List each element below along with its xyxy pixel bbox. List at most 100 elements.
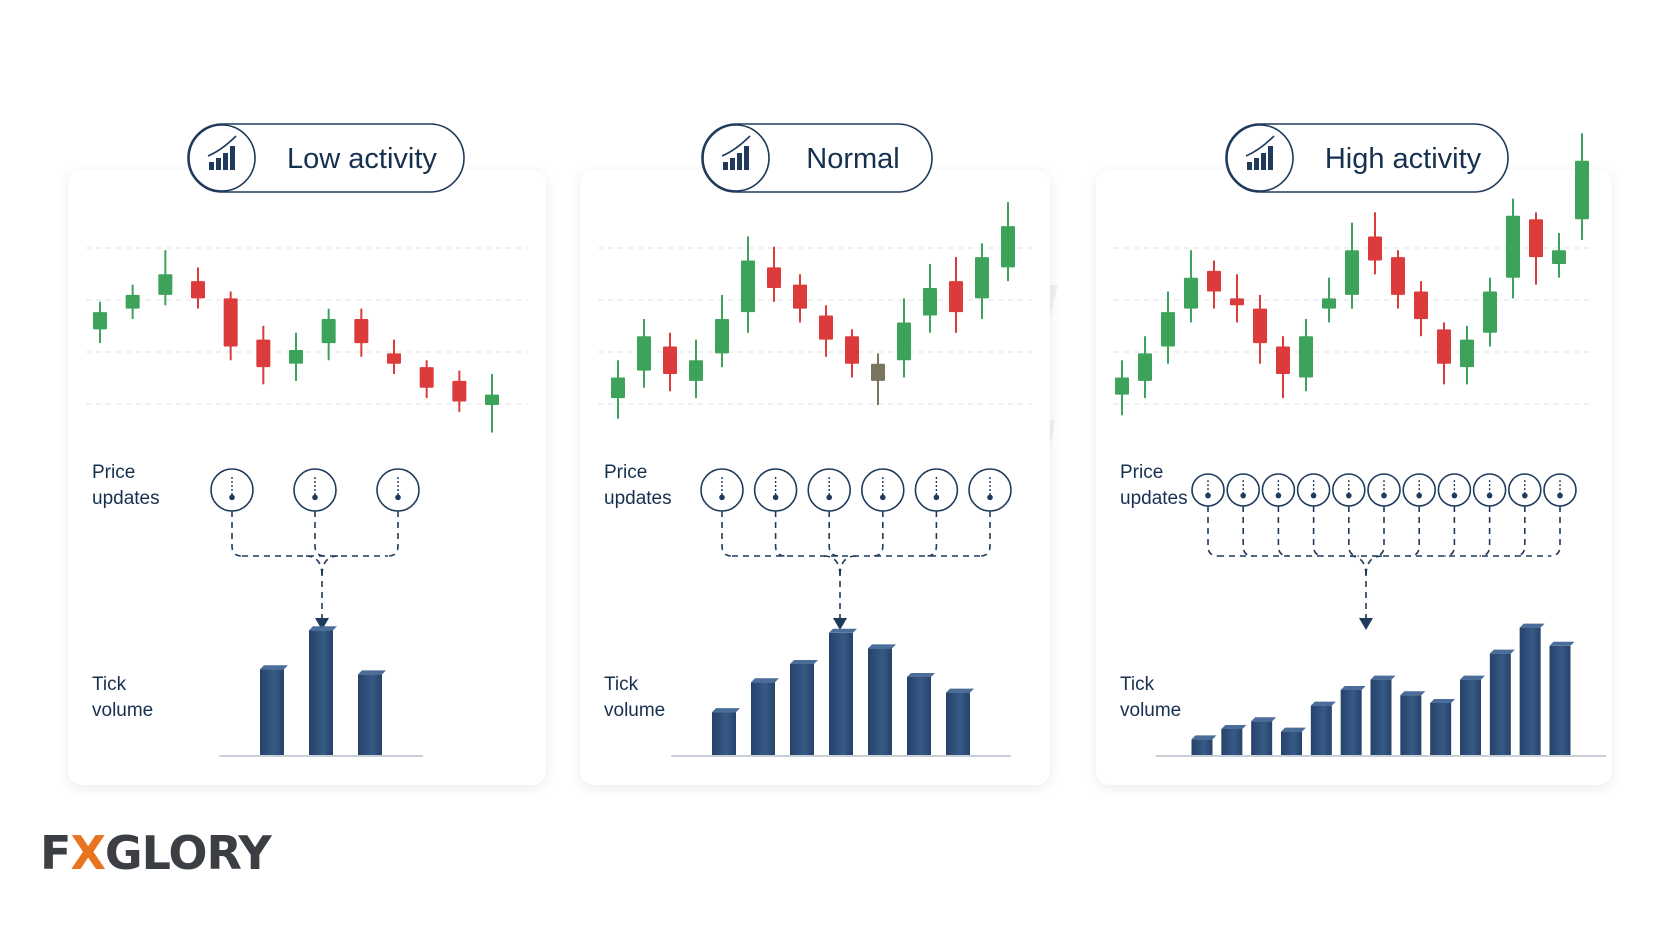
candlestick [1460,325,1474,385]
candlestick [1184,250,1198,323]
volume-bar [1460,675,1485,755]
activity-title-pill: Low activity [187,123,465,193]
candlestick [1391,250,1405,309]
pill-outline [1225,123,1509,193]
candlestick [93,301,107,344]
candlestick [1437,322,1451,385]
funnel-connectors [231,511,399,620]
volume-bar [829,628,857,755]
volume-bar [1251,717,1277,755]
bar-chart-icon [721,135,751,170]
price-updates [1191,473,1577,507]
candlestick [256,325,271,385]
price-update-tick [1261,473,1296,507]
activity-panel: Normal Price updates Tick volume [580,123,1050,785]
activity-title-pill: Normal [701,123,933,193]
volume-bar [358,670,386,755]
candlestick [1483,277,1497,347]
candlestick [354,308,369,357]
volume-bar [260,665,288,755]
candlestick [125,284,140,319]
volume-bar [751,678,779,755]
price-update-tick [753,468,798,512]
price-updates [700,468,1012,512]
candlestick [715,294,729,368]
candlestick [1552,233,1566,278]
candlestick [1276,336,1290,399]
candlestick [793,274,807,323]
candlestick [1529,212,1543,285]
volume-bar [1400,691,1426,755]
price-update-tick [700,468,744,512]
bar-chart-icon [1245,135,1275,170]
tick-volume-label: Tick volume [1120,674,1181,721]
candlestick [1414,281,1428,337]
candlestick [1253,294,1267,364]
tick-volume-bars [219,626,423,757]
brand-logo: FXGLORY [40,830,272,876]
candlestick [1322,277,1336,323]
volume-bar [1430,699,1456,755]
price-update-tick [1226,473,1260,507]
volume-bar [309,626,337,755]
candlestick [897,298,911,378]
candlestick-series [93,250,499,433]
candlestick [419,360,434,399]
candlestick [845,329,859,378]
candlestick [452,370,467,412]
volume-bar [946,688,974,755]
candlestick [819,305,833,357]
candlestick [223,291,238,361]
volume-bar [868,644,896,755]
volume-bar [1370,675,1396,755]
price-update-tick [1472,473,1507,507]
price-update-tick [1437,473,1472,507]
candlestick [485,374,499,433]
candlestick [975,243,989,319]
candlestick [1001,202,1015,282]
arrow-head [315,618,329,630]
price-update-tick [210,468,254,512]
candlestick [1345,222,1359,309]
arrow-head [1359,618,1373,630]
candlestick [689,339,703,399]
panel-title: Low activity [287,143,437,175]
candlestick [949,257,963,333]
candlestick [1207,260,1221,309]
price-update-tick [1332,473,1366,507]
pill-outline [187,123,465,193]
candlestick [158,250,173,306]
funnel-connectors [721,511,991,620]
tick-volume-label: Tick volume [92,674,153,721]
volume-bar [1281,727,1306,755]
price-update-tick [1296,473,1331,507]
candlestick [1138,336,1152,399]
candlestick [611,360,625,419]
volume-bar [1221,725,1247,755]
candlestick [637,319,651,388]
volume-bar [1340,686,1366,755]
price-updates-label: Price updates [604,462,672,509]
pill-icon-circle [1226,124,1294,192]
price-updates-label: Price updates [92,462,160,509]
volume-bar [1519,623,1545,755]
price-update-tick [1543,473,1577,507]
pill-icon-circle [702,124,770,192]
price-update-tick [376,468,420,512]
volume-bar [1310,701,1336,755]
candlestick [289,332,303,381]
candlestick [191,267,205,309]
candlestick [767,246,781,302]
candlestick-series [1115,133,1589,416]
candlestick [871,353,885,405]
candlestick [1506,198,1520,299]
bar-chart-icon [207,135,237,170]
panel-title: Normal [806,143,899,175]
candlestick-series [611,202,1015,419]
candlestick [1230,274,1244,323]
funnel-connectors [1207,506,1561,620]
price-update-tick [968,468,1012,512]
price-update-tick [914,468,959,512]
volume-bar [712,708,740,755]
